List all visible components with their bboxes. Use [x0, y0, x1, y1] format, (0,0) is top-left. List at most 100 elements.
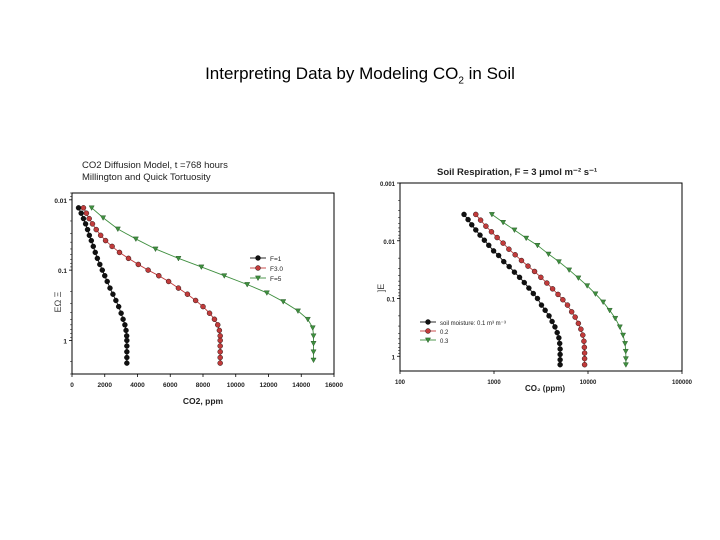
- chart-right-point-s2: [555, 259, 562, 265]
- chart-left-point-s1: [109, 243, 115, 250]
- chart-left-point-s2: [221, 273, 228, 279]
- chart-left-y-tick-label: 0.01: [54, 198, 67, 205]
- chart-right-point-s0: [557, 351, 563, 358]
- chart-left-point-s1: [217, 337, 223, 344]
- chart-right-point-s2: [575, 275, 582, 281]
- chart-left-point-s0: [97, 261, 103, 268]
- chart-right-x-tick-label: 100000: [672, 380, 693, 386]
- chart-right-point-s0: [557, 340, 563, 347]
- chart-right-point-s0: [477, 232, 483, 238]
- chart-right-point-s1: [488, 229, 495, 235]
- chart-right-point-s1: [581, 361, 588, 368]
- chart-left-title-line2: Millington and Quick Tortuosity: [82, 172, 211, 183]
- chart-right-x-label: CO₂ (ppm): [525, 384, 565, 393]
- chart-left-point-s2: [310, 349, 317, 355]
- chart-right-x-ticks: 100 1000 10000 100000: [395, 371, 693, 386]
- chart-left-point-s1: [215, 322, 221, 328]
- chart-right-legend-marker: [425, 328, 431, 334]
- chart-right-point-s2: [612, 316, 619, 322]
- chart-left-point-s1: [217, 349, 223, 355]
- chart-left-series-line-1: [83, 207, 221, 364]
- chart-left-series: [75, 205, 317, 366]
- chart-left-point-s0: [120, 316, 126, 322]
- chart-right-point-s2: [511, 227, 518, 233]
- chart-left-point-s1: [116, 249, 123, 256]
- chart-left-point-s0: [78, 210, 84, 216]
- chart-left-point-s1: [135, 261, 142, 268]
- chart-left-point-s1: [83, 210, 90, 216]
- chart-right-y-tick-label: 1: [392, 355, 396, 361]
- chart-left-point-s0: [123, 327, 129, 334]
- chart-left-x-label: CO2, ppm: [183, 396, 224, 406]
- chart-right-point-s0: [556, 335, 562, 341]
- chart-left-point-s2: [310, 341, 317, 347]
- chart-left-y-axis-glyphs: ΕΩ Ξ: [53, 291, 63, 312]
- chart-right-point-s2: [584, 283, 591, 289]
- chart-left-point-s0: [122, 322, 128, 328]
- chart-left-title-line1: CO2 Diffusion Model, t =768 hours: [82, 160, 228, 171]
- chart-right-point-s2: [622, 341, 629, 347]
- chart-left-point-s1: [86, 215, 92, 222]
- chart-right-point-s1: [483, 223, 489, 229]
- chart-left-point-s1: [216, 327, 223, 334]
- chart-right-point-s0: [516, 274, 523, 281]
- chart-right-point-s1: [560, 297, 566, 303]
- chart-left-point-s0: [110, 291, 116, 297]
- chart-left-point-s2: [114, 226, 121, 233]
- chart-left-legend: F=1 F3.0 F=5: [250, 255, 283, 283]
- chart-right-point-s0: [534, 295, 541, 302]
- chart-right-point-s2: [566, 267, 573, 273]
- chart-right-point-s0: [557, 346, 563, 352]
- chart-left-point-s2: [175, 256, 182, 262]
- chart-left-point-s1: [125, 255, 132, 262]
- chart-right-point-s0: [469, 222, 475, 228]
- chart-left-legend-label: F=1: [270, 256, 282, 263]
- chart-right-point-s0: [521, 279, 527, 286]
- chart-right-point-s0: [473, 227, 479, 233]
- chart-left-point-s1: [156, 273, 162, 279]
- chart-left-point-s2: [88, 205, 95, 211]
- chart-left-x-tick-label: 8000: [196, 382, 211, 389]
- chart-right-point-s0: [549, 318, 555, 325]
- chart-right-point-s2: [534, 243, 541, 249]
- chart-right-point-s1: [581, 355, 588, 362]
- chart-left-x-tick-label: 14000: [292, 382, 310, 389]
- chart-left-point-s1: [145, 267, 151, 273]
- chart-left: CO2 Diffusion Model, t =768 hours Millin…: [53, 160, 343, 406]
- chart-left-point-s0: [115, 303, 122, 310]
- chart-right-y-ticks: 0.001 0.01 0.1 1: [380, 182, 400, 361]
- chart-left-point-s0: [102, 273, 108, 279]
- chart-right-point-s1: [580, 332, 586, 338]
- chart-left-x-tick-label: 0: [70, 382, 74, 389]
- chart-right-point-s1: [578, 326, 584, 332]
- chart-left-point-s1: [102, 237, 109, 244]
- chart-left-plot-area: [71, 192, 335, 375]
- chart-right-point-s1: [512, 252, 518, 258]
- chart-left-point-s0: [124, 349, 130, 355]
- chart-right-y-tick-label: 0.1: [387, 298, 396, 304]
- chart-right-plot-area: [399, 182, 683, 372]
- chart-left-point-s0: [124, 343, 130, 349]
- chart-right: Soil Respiration, F = 3 μmol m⁻² s⁻¹ 100…: [376, 167, 693, 393]
- chart-right-x-tick-label: 100: [395, 380, 406, 386]
- chart-right-point-s0: [511, 269, 518, 275]
- chart-right-legend-label: 0.2: [440, 330, 449, 336]
- chart-left-point-s0: [90, 243, 96, 250]
- chart-left-point-s0: [94, 255, 101, 262]
- chart-left-point-s1: [217, 354, 223, 361]
- chart-right-legend-label: 0.3: [440, 339, 449, 345]
- chart-left-point-s1: [93, 226, 99, 233]
- chart-right-point-s1: [477, 217, 484, 223]
- chart-right-point-s1: [531, 268, 538, 275]
- chart-left-point-s0: [86, 232, 93, 239]
- chart-left-point-s0: [99, 267, 105, 273]
- chart-left-point-s1: [97, 232, 104, 239]
- chart-left-y-tick-label: 0.1: [58, 268, 67, 275]
- chart-right-point-s0: [481, 237, 488, 243]
- slide-title: Interpreting Data by Modeling CO2 in Soi…: [0, 64, 720, 86]
- chart-left-legend-label: F=5: [270, 276, 282, 283]
- chart-right-point-s0: [495, 252, 502, 259]
- chart-left-legend-marker: [255, 275, 261, 282]
- chart-left-point-s0: [92, 249, 98, 256]
